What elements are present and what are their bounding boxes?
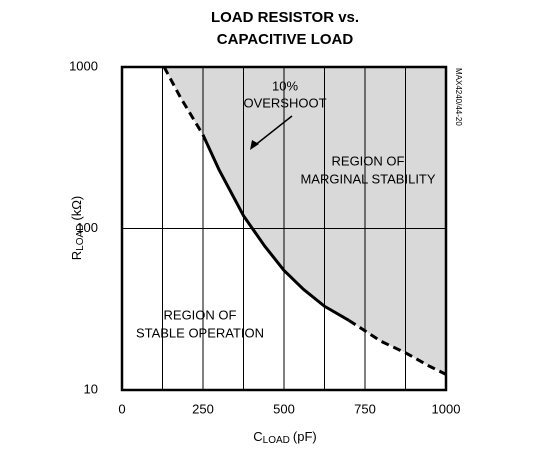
x-tick-label: 1000 [432, 401, 461, 416]
x-tick-label: 500 [273, 401, 295, 416]
chart-title: LOAD RESISTOR vs. [211, 9, 359, 26]
y-axis-label: RLOAD(kΩ) [69, 196, 85, 261]
annotation: OVERSHOOT [243, 95, 326, 110]
annotation: 10% [272, 78, 298, 93]
stability-shade [164, 67, 446, 375]
arrow-head [250, 140, 259, 150]
annotation: STABLE OPERATION [136, 325, 264, 340]
plot-area: 0 250 500 750 1000 10 100 1000 [69, 58, 460, 416]
y-tick-label: 10 [84, 381, 98, 396]
annotation: REGION OF [164, 307, 237, 322]
curve [201, 134, 350, 322]
x-axis-label: CLOAD (pF) [253, 429, 316, 445]
x-tick-label: 750 [354, 401, 376, 416]
annotation: MARGINAL STABILITY [300, 171, 435, 186]
annotation: REGION OF [332, 153, 405, 168]
y-tick-label: 100 [76, 220, 98, 235]
chart-title: CAPACITIVE LOAD [217, 31, 354, 48]
plot-frame [120, 65, 448, 392]
arrow [253, 115, 293, 147]
figure-code: MAX4240/44-20 [454, 68, 463, 126]
curve [347, 319, 447, 376]
x-tick-label: 250 [192, 401, 214, 416]
y-tick-label: 1000 [69, 58, 98, 73]
x-tick-label: 0 [118, 401, 125, 416]
